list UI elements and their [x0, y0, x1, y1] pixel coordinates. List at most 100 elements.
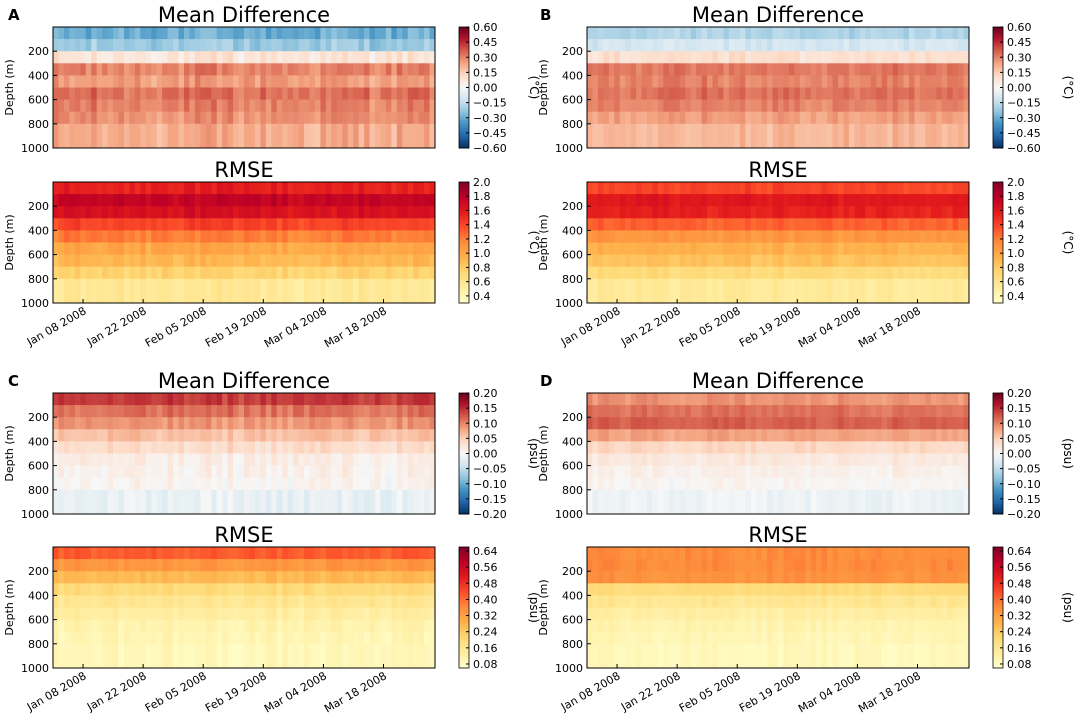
heatmap-cell [424, 99, 430, 113]
heatmap-cell [391, 63, 398, 76]
heatmap-cell [614, 405, 621, 418]
heatmap-cell [391, 595, 398, 608]
heatmap-cell [254, 266, 261, 280]
colorbar-segment [459, 437, 469, 440]
heatmap-cell [293, 417, 299, 430]
heatmap-cell [358, 583, 365, 596]
heatmap-cell [107, 631, 114, 645]
heatmap-cell [200, 39, 207, 52]
heatmap-cell [374, 206, 381, 219]
heatmap-cell [745, 489, 752, 515]
heatmap-cell [608, 465, 615, 479]
heatmap-cell [663, 266, 670, 280]
heatmap-cell [603, 87, 610, 100]
colorbar-segment [993, 133, 1003, 137]
heatmap-cell [304, 254, 310, 268]
heatmap-cell [424, 87, 430, 100]
heatmap-cell [745, 405, 752, 418]
heatmap-cell [80, 607, 87, 620]
heatmap-cell [854, 393, 861, 406]
heatmap-cell [211, 417, 218, 430]
heatmap-cell [63, 489, 70, 515]
heatmap-cell [728, 75, 735, 88]
heatmap-cell [925, 27, 932, 40]
heatmap-cell [205, 547, 212, 560]
heatmap-cell [941, 182, 948, 195]
heatmap-cell [696, 278, 702, 304]
colorbar-segment [993, 200, 1003, 203]
heatmap-cell [717, 477, 724, 491]
heatmap-cell [788, 393, 795, 406]
heatmap-cell [723, 242, 730, 255]
heatmap-cell [788, 99, 795, 113]
heatmap-cell [925, 441, 932, 454]
heatmap-cell [630, 266, 637, 280]
heatmap-cell [761, 417, 768, 430]
heatmap-cell [761, 75, 768, 88]
colorbar-segment [993, 198, 1003, 201]
heatmap-cell [870, 63, 877, 76]
heatmap-cell [947, 87, 954, 100]
heatmap-cell [908, 206, 915, 219]
heatmap-cell [222, 595, 229, 608]
heatmap-cell [211, 489, 218, 515]
heatmap-cell [222, 571, 229, 584]
heatmap-cell [309, 441, 316, 454]
heatmap-cell [85, 123, 92, 149]
heatmap-cell [320, 643, 327, 669]
heatmap-cell [952, 230, 959, 243]
heatmap-cell [843, 182, 850, 195]
heatmap-cell [597, 393, 604, 406]
heatmap-cell [778, 27, 784, 40]
heatmap-cell [767, 429, 773, 442]
heatmap-cell [63, 631, 70, 645]
heatmap-cell [407, 417, 414, 430]
heatmap-cell [832, 266, 839, 280]
heatmap-cell [739, 266, 746, 280]
heatmap-cell [216, 595, 223, 608]
heatmap-cell [69, 643, 76, 669]
heatmap-cell [69, 75, 76, 88]
heatmap-cell [156, 465, 163, 479]
heatmap-cell [53, 254, 59, 268]
heatmap-cell [216, 99, 223, 113]
heatmap-cell [293, 465, 299, 479]
y-tick-label: 1000 [21, 508, 49, 521]
heatmap-cell [178, 489, 185, 515]
heatmap-cell [331, 254, 338, 268]
heatmap-cell [657, 266, 664, 280]
colorbar-segment [459, 501, 469, 505]
heatmap-cell [331, 75, 338, 88]
heatmap-cell [647, 39, 653, 52]
heatmap-cell [342, 441, 349, 454]
heatmap-cell [113, 571, 119, 584]
heatmap-cell [413, 51, 420, 64]
heatmap-cell [309, 619, 316, 633]
heatmap-cell [413, 595, 420, 608]
colorbar-segment [993, 272, 1003, 276]
heatmap-cell [183, 99, 190, 113]
heatmap-cell [728, 278, 735, 304]
heatmap-cell [647, 441, 653, 454]
heatmap-cell [821, 218, 828, 231]
heatmap-cell [320, 393, 327, 406]
heatmap-cell [843, 230, 850, 243]
heatmap-cell [641, 465, 648, 479]
heatmap-cell [320, 206, 327, 219]
heatmap-cell [914, 405, 921, 418]
heatmap-cell [641, 194, 648, 207]
heatmap-cell [369, 278, 376, 304]
heatmap-cell [249, 123, 256, 149]
heatmap-cell [85, 75, 92, 88]
heatmap-cell [925, 218, 932, 231]
heatmap-cell [298, 583, 305, 596]
heatmap-cell [821, 194, 828, 207]
heatmap-cell [134, 27, 141, 40]
heatmap-cell [778, 63, 784, 76]
heatmap-cell [952, 51, 959, 64]
heatmap-cell [118, 194, 125, 207]
heatmap-cell [200, 489, 207, 515]
colorbar-segment [459, 493, 469, 497]
heatmap-cell [827, 75, 833, 88]
heatmap-cell [331, 619, 338, 633]
